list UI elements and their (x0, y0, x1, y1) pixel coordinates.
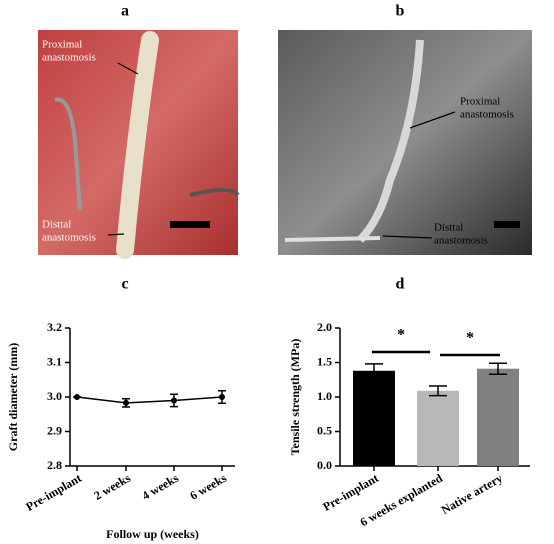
annotation: anastomosis (460, 109, 514, 121)
y-axis-label: Tensile strength (MPa) (288, 339, 302, 456)
y-tick-label: 3.0 (47, 389, 62, 403)
y-tick-label: 1.5 (317, 354, 332, 368)
line (76, 396, 223, 404)
point (74, 394, 80, 400)
annotation: Disttal (434, 222, 463, 234)
bar (417, 390, 459, 466)
x-tick-label: Native artery (439, 471, 505, 517)
x-tick-label: 4 weeks (140, 471, 182, 503)
error-bar (365, 363, 383, 379)
photo-a (38, 30, 240, 259)
point (123, 399, 129, 406)
y-tick-label: 0.5 (317, 423, 332, 437)
y-tick-label: 3.1 (47, 354, 62, 368)
x-tick-label: Pre-implant (23, 471, 84, 514)
y-axis-label: Graft diameter (mm) (6, 343, 20, 451)
error-bar (429, 385, 447, 397)
y-tick-label: 0.0 (317, 458, 332, 472)
bar (353, 370, 395, 466)
annotation: Proximal (460, 96, 500, 108)
x-tick-label: 2 weeks (92, 471, 134, 503)
x-axis-label: Follow up (weeks) (106, 527, 199, 541)
panel-label: c (121, 276, 128, 293)
error-bar (489, 362, 507, 375)
annotation: Disttal (42, 219, 71, 231)
y-tick-label: 3.2 (47, 320, 62, 334)
annotation: anastomosis (42, 52, 96, 64)
significance-label: * (466, 330, 474, 347)
photo-b (278, 30, 532, 255)
point (219, 394, 225, 400)
annotation: anastomosis (434, 235, 488, 247)
panel-label: a (121, 3, 129, 20)
annotation: anastomosis (42, 232, 96, 244)
annotation: Proximal (42, 39, 82, 51)
panel-label: d (396, 276, 405, 293)
y-tick-label: 2.0 (317, 320, 332, 334)
y-tick-label: 2.8 (47, 458, 62, 472)
x-tick-label: 6 weeks (188, 471, 230, 503)
significance-label: * (397, 327, 405, 344)
x-tick-label: Pre-implant (320, 471, 381, 514)
bar (477, 368, 519, 466)
y-tick-label: 2.9 (47, 423, 62, 437)
y-tick-label: 1.0 (317, 389, 332, 403)
point (171, 397, 177, 404)
panel-label: b (396, 3, 405, 20)
